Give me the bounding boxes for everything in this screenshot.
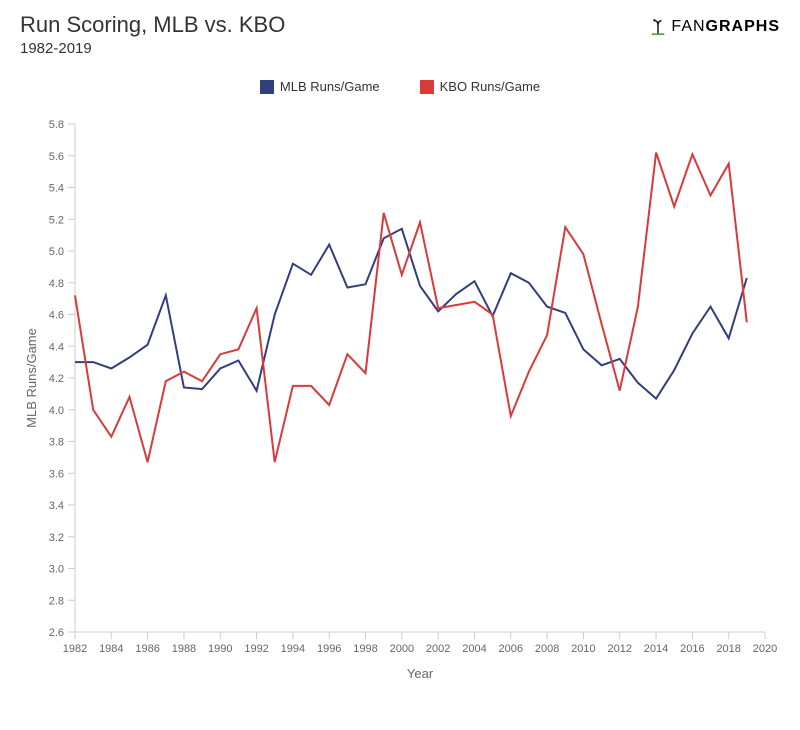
series-mlb	[75, 229, 747, 399]
legend-swatch-kbo	[420, 80, 434, 94]
svg-text:1982: 1982	[63, 643, 87, 655]
svg-text:2010: 2010	[571, 643, 595, 655]
line-chart: 1982 1984 1986 1988 1990 1992 1994 1996 1998 2000…	[20, 112, 780, 692]
svg-text:4.2: 4.2	[49, 373, 64, 385]
svg-text:Year: Year	[407, 666, 434, 681]
svg-text:1996: 1996	[317, 643, 341, 655]
fangraphs-icon	[649, 18, 667, 36]
svg-text:1992: 1992	[244, 643, 268, 655]
svg-text:1994: 1994	[281, 643, 305, 655]
svg-text:3.6: 3.6	[49, 468, 64, 480]
chart-title: Run Scoring, MLB vs. KBO	[20, 12, 285, 38]
svg-text:4.6: 4.6	[49, 310, 64, 322]
svg-text:MLB Runs/Game: MLB Runs/Game	[24, 328, 39, 428]
svg-text:1986: 1986	[135, 643, 159, 655]
svg-text:5.2: 5.2	[49, 214, 64, 226]
series-kbo	[75, 153, 747, 463]
svg-text:4.4: 4.4	[49, 341, 64, 353]
svg-text:2.6: 2.6	[49, 627, 64, 639]
svg-text:2002: 2002	[426, 643, 450, 655]
legend-item-mlb: MLB Runs/Game	[260, 79, 380, 94]
legend-swatch-mlb	[260, 80, 274, 94]
svg-text:4.0: 4.0	[49, 405, 64, 417]
svg-text:5.4: 5.4	[49, 183, 64, 195]
legend-label-mlb: MLB Runs/Game	[280, 79, 380, 94]
chart-subtitle: 1982-2019	[20, 40, 285, 57]
svg-text:2014: 2014	[644, 643, 668, 655]
svg-text:2018: 2018	[716, 643, 740, 655]
svg-text:4.8: 4.8	[49, 278, 64, 290]
header: Run Scoring, MLB vs. KBO 1982-2019 FANGR…	[0, 0, 800, 57]
brand-text: FANGRAPHS	[671, 18, 780, 36]
svg-text:1990: 1990	[208, 643, 232, 655]
svg-text:1998: 1998	[353, 643, 377, 655]
svg-text:5.0: 5.0	[49, 246, 64, 258]
legend-label-kbo: KBO Runs/Game	[440, 79, 540, 94]
legend-item-kbo: KBO Runs/Game	[420, 79, 540, 94]
legend: MLB Runs/Game KBO Runs/Game	[0, 79, 800, 94]
svg-text:2008: 2008	[535, 643, 559, 655]
svg-text:2016: 2016	[680, 643, 704, 655]
brand-logo: FANGRAPHS	[649, 12, 780, 36]
svg-text:2012: 2012	[607, 643, 631, 655]
svg-text:2000: 2000	[390, 643, 414, 655]
svg-text:2004: 2004	[462, 643, 486, 655]
svg-text:2.8: 2.8	[49, 595, 64, 607]
chart-area: 1982 1984 1986 1988 1990 1992 1994 1996 1998 2000…	[20, 112, 780, 692]
svg-text:1988: 1988	[172, 643, 196, 655]
title-block: Run Scoring, MLB vs. KBO 1982-2019	[20, 12, 285, 57]
svg-text:1984: 1984	[99, 643, 123, 655]
svg-text:3.4: 3.4	[49, 500, 64, 512]
svg-text:3.2: 3.2	[49, 532, 64, 544]
svg-text:5.8: 5.8	[49, 119, 64, 131]
svg-text:2020: 2020	[753, 643, 777, 655]
svg-text:3.8: 3.8	[49, 437, 64, 449]
svg-text:2006: 2006	[499, 643, 523, 655]
svg-text:5.6: 5.6	[49, 151, 64, 163]
svg-text:3.0: 3.0	[49, 564, 64, 576]
